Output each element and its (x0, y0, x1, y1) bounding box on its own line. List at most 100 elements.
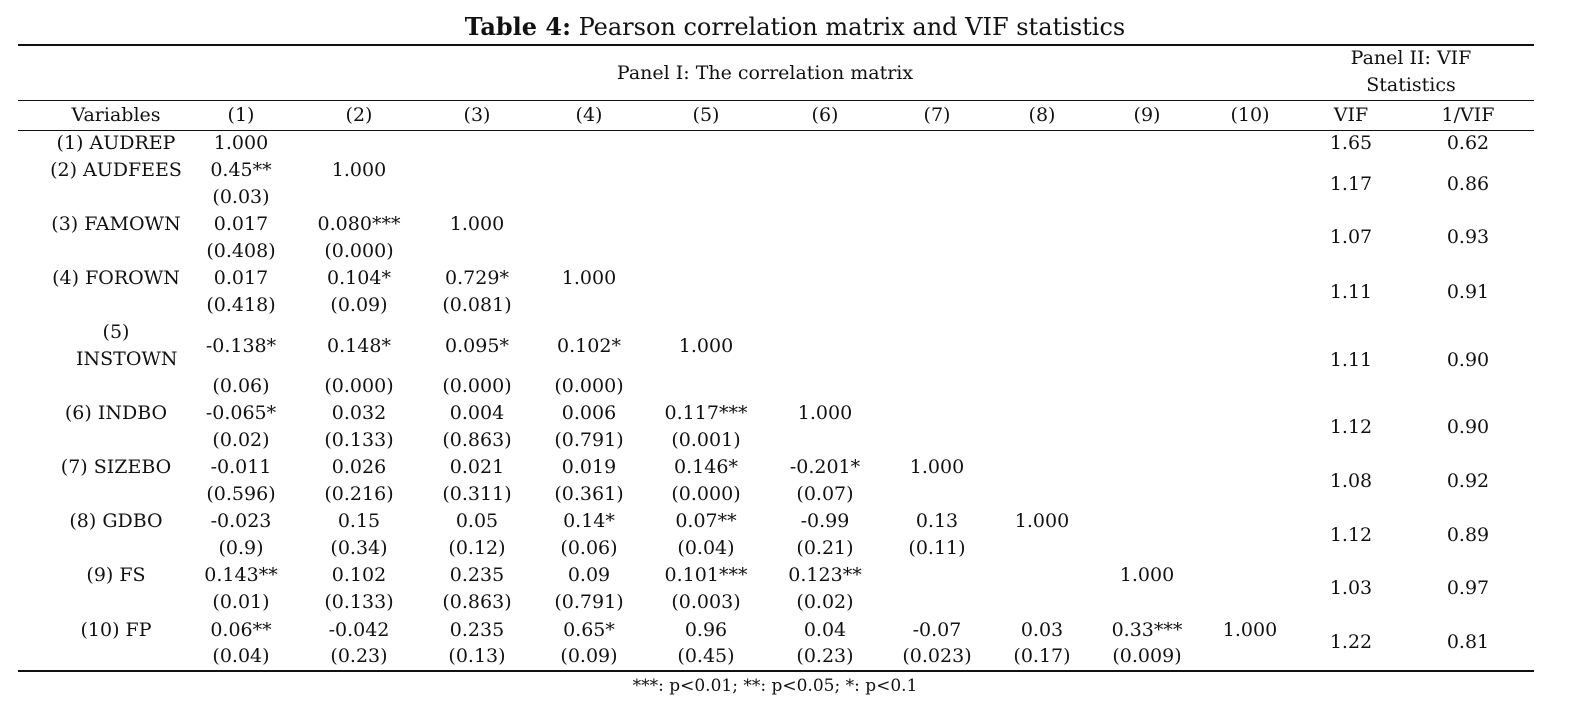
correlation-coefficient: 1.000 (331, 159, 387, 181)
inverse-vif-value: 0.62 (1446, 132, 1490, 154)
column-header: (9) (1133, 104, 1161, 126)
column-header: (8) (1028, 104, 1056, 126)
p-value: (0.133) (324, 429, 394, 451)
p-value: (0.311) (442, 483, 512, 505)
inverse-vif-value: 0.92 (1446, 470, 1490, 492)
column-header: (7) (923, 104, 951, 126)
p-value: (0.01) (212, 591, 270, 613)
p-value: (0.361) (554, 483, 624, 505)
column-header: 1/VIF (1441, 104, 1495, 126)
correlation-coefficient: 0.07** (675, 510, 737, 532)
p-value: (0.863) (442, 429, 512, 451)
correlation-coefficient: 0.45** (210, 159, 272, 181)
correlation-coefficient: 0.05 (455, 510, 499, 532)
correlation-coefficient: 0.123** (788, 564, 862, 586)
row-label: (6) INDBO (64, 402, 168, 424)
correlation-coefficient: 0.146* (674, 456, 738, 478)
p-value: (0.02) (212, 429, 270, 451)
p-value: (0.06) (212, 375, 270, 397)
significance-footnote: ***: p<0.01; **: p<0.05; *: p<0.1 (632, 676, 918, 696)
p-value: (0.09) (560, 645, 618, 667)
row-label: (9) FS (86, 564, 146, 586)
vif-value: 1.12 (1329, 416, 1373, 438)
correlation-coefficient: 0.729* (445, 267, 509, 289)
p-value: (0.001) (671, 429, 741, 451)
p-value: (0.34) (330, 537, 388, 559)
vif-value: 1.65 (1329, 132, 1373, 154)
p-value: (0.000) (324, 240, 394, 262)
correlation-coefficient: 1.000 (1222, 619, 1278, 641)
correlation-coefficient: 0.102 (331, 564, 387, 586)
vif-value: 1.08 (1329, 470, 1373, 492)
correlation-coefficient: 1.000 (213, 132, 269, 154)
p-value: (0.791) (554, 591, 624, 613)
correlation-coefficient: 0.021 (449, 456, 505, 478)
row-label: (5) INSTOWN (76, 321, 178, 370)
correlation-coefficient: 0.006 (561, 402, 617, 424)
header-rule (18, 100, 1534, 101)
correlation-coefficient: 0.235 (449, 564, 505, 586)
p-value: (0.21) (796, 537, 854, 559)
p-value: (0.11) (908, 537, 966, 559)
p-value: (0.791) (554, 429, 624, 451)
correlation-coefficient: 0.33*** (1111, 619, 1183, 641)
p-value: (0.418) (206, 294, 276, 316)
inverse-vif-value: 0.81 (1446, 631, 1490, 653)
correlation-coefficient: 0.019 (561, 456, 617, 478)
inverse-vif-value: 0.90 (1446, 416, 1490, 438)
p-value: (0.000) (554, 375, 624, 397)
correlation-coefficient: 0.104* (327, 267, 391, 289)
p-value: (0.06) (560, 537, 618, 559)
correlation-coefficient: -0.042 (328, 619, 390, 641)
correlation-coefficient: 0.15 (337, 510, 381, 532)
correlation-coefficient: 0.101*** (664, 564, 748, 586)
column-header: (2) (345, 104, 373, 126)
p-value: (0.408) (206, 240, 276, 262)
correlation-coefficient: 1.000 (909, 456, 965, 478)
subheader-rule (18, 130, 1534, 131)
column-header: (10) (1230, 104, 1270, 126)
p-value: (0.000) (324, 375, 394, 397)
correlation-coefficient: 0.148* (327, 335, 391, 357)
correlation-coefficient: 0.14* (563, 510, 615, 532)
p-value: (0.17) (1013, 645, 1071, 667)
correlation-coefficient: 0.117*** (664, 402, 748, 424)
correlation-coefficient: -0.065* (205, 402, 277, 424)
row-label: (8) GDBO (69, 510, 163, 532)
p-value: (0.596) (206, 483, 276, 505)
column-header: (1) (227, 104, 255, 126)
bottom-rule (18, 670, 1534, 672)
correlation-coefficient: 1.000 (797, 402, 853, 424)
column-header: VIF (1333, 104, 1369, 126)
table-number: Table 4: (464, 12, 571, 41)
correlation-coefficient: 0.026 (331, 456, 387, 478)
p-value: (0.863) (442, 591, 512, 613)
p-value: (0.081) (442, 294, 512, 316)
correlation-coefficient: 0.09 (567, 564, 611, 586)
correlation-coefficient: 0.06** (210, 619, 272, 641)
p-value: (0.9) (218, 537, 264, 559)
row-label: (2) AUDFEES (50, 159, 182, 181)
correlation-coefficient: 0.102* (557, 335, 621, 357)
column-header: (5) (692, 104, 720, 126)
correlation-coefficient: 0.03 (1020, 619, 1064, 641)
vif-value: 1.11 (1329, 281, 1373, 303)
correlation-coefficient: 0.04 (803, 619, 847, 641)
p-value: (0.009) (1112, 645, 1182, 667)
correlation-coefficient: 1.000 (678, 335, 734, 357)
correlation-coefficient: 0.143** (204, 564, 278, 586)
panel-2-heading: Panel II: VIF Statistics (1350, 47, 1472, 96)
row-label: (1) AUDREP (56, 132, 176, 154)
correlation-coefficient: -0.201* (789, 456, 861, 478)
correlation-coefficient: -0.023 (210, 510, 272, 532)
p-value: (0.23) (796, 645, 854, 667)
table-title: Table 4: Pearson correlation matrix and … (0, 12, 1590, 42)
row-label: (4) FOROWN (52, 267, 180, 289)
inverse-vif-value: 0.91 (1446, 281, 1490, 303)
inverse-vif-value: 0.89 (1446, 524, 1490, 546)
correlation-coefficient: -0.99 (800, 510, 850, 532)
column-header: (4) (575, 104, 603, 126)
vif-value: 1.11 (1329, 349, 1373, 371)
p-value: (0.12) (448, 537, 506, 559)
row-label: (10) FP (80, 619, 152, 641)
